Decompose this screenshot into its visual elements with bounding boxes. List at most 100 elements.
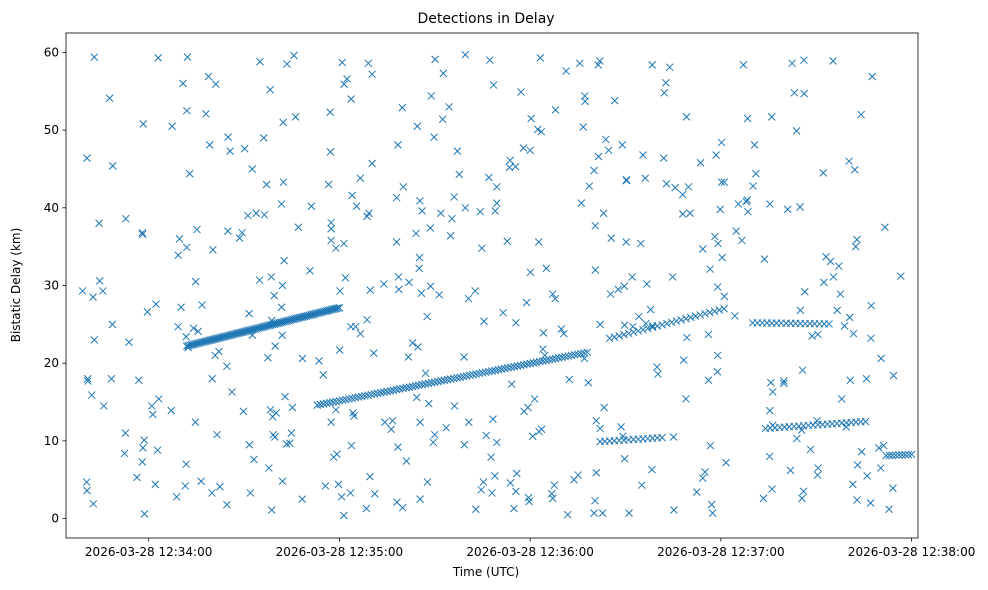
noise-point	[797, 426, 806, 434]
noise-point	[267, 506, 276, 514]
noise-point	[167, 406, 176, 415]
track-2-point	[488, 367, 496, 375]
track-2-point	[319, 400, 328, 408]
noise-point	[648, 465, 656, 474]
noise-point	[138, 458, 147, 466]
track-2-point	[539, 357, 547, 365]
noise-point	[739, 61, 748, 69]
track-2-point	[367, 390, 376, 399]
track-1-point	[279, 317, 288, 326]
noise-point	[622, 176, 631, 185]
track-2-point	[370, 390, 379, 398]
noise-point	[492, 182, 501, 191]
noise-point	[471, 287, 480, 295]
noise-point	[834, 262, 843, 270]
noise-point	[394, 285, 403, 294]
noise-point	[635, 312, 643, 321]
track-2-point	[564, 352, 573, 360]
noise-point	[346, 489, 355, 497]
noise-point	[368, 159, 377, 168]
noise-point	[298, 354, 307, 363]
track-2-point	[360, 391, 369, 400]
noise-point	[752, 169, 760, 178]
track-2-point	[322, 399, 331, 408]
track-2-point	[376, 388, 385, 397]
noise-point	[779, 379, 788, 388]
track-2-point	[504, 364, 512, 372]
track-1-point	[330, 305, 339, 313]
noise-point	[363, 315, 371, 324]
noise-point	[340, 511, 348, 520]
noise-point	[796, 306, 805, 315]
noise-point	[287, 429, 296, 437]
track-2-point	[526, 359, 535, 368]
noise-point	[460, 440, 469, 449]
noise-point	[369, 349, 378, 357]
noise-point	[526, 146, 535, 155]
noise-point	[108, 320, 117, 329]
track-2-point	[494, 365, 503, 374]
track-2-point	[481, 368, 490, 377]
noise-point	[622, 238, 631, 246]
track-3-point	[610, 333, 619, 341]
x-tick-label: 2026-03-28 12:34:00	[85, 545, 212, 559]
noise-point	[366, 472, 374, 481]
noise-point	[669, 433, 678, 441]
y-tick-label: 0	[51, 512, 59, 526]
noise-point	[272, 409, 280, 417]
noise-point	[591, 266, 600, 274]
noise-point	[793, 434, 801, 443]
track-1-point	[256, 323, 264, 332]
noise-point	[800, 287, 809, 296]
track-4-point	[825, 320, 833, 328]
noise-point	[713, 367, 722, 376]
noise-point	[181, 482, 190, 490]
track-1-point	[284, 316, 293, 325]
noise-point	[768, 485, 776, 493]
track-1-point	[310, 310, 318, 318]
track-2-point	[583, 348, 592, 357]
noise-point	[139, 444, 147, 452]
track-1-point	[318, 308, 326, 316]
noise-point	[267, 273, 276, 281]
noise-point	[836, 290, 845, 298]
noise-point	[857, 110, 865, 119]
y-axis: 0 10 20 30 40 50 60	[44, 45, 66, 526]
noise-point	[542, 264, 551, 273]
noise-point	[279, 118, 287, 127]
noise-point	[845, 157, 853, 166]
noise-point	[814, 330, 822, 339]
track-2-point	[465, 371, 474, 380]
noise-point	[708, 509, 717, 517]
noise-point	[540, 351, 549, 360]
noise-point	[362, 504, 371, 513]
noise-point	[291, 113, 300, 121]
noise-point	[191, 277, 200, 286]
noise-point	[653, 363, 661, 371]
noise-point	[436, 209, 445, 218]
track-2-point	[348, 394, 356, 403]
noise-point	[590, 166, 598, 175]
noise-point	[340, 239, 348, 248]
noise-point	[799, 487, 808, 496]
noise-point	[105, 94, 114, 103]
noise-point	[246, 489, 255, 497]
noise-point	[315, 357, 323, 365]
noise-point	[442, 423, 451, 432]
noise-point	[499, 308, 507, 317]
x-tick-label: 2026-03-28 12:36:00	[466, 545, 593, 559]
noise-point	[99, 287, 107, 295]
noise-point	[402, 457, 411, 465]
noise-point	[399, 182, 408, 191]
track-2-point	[443, 375, 452, 384]
noise-point	[863, 471, 871, 480]
track-2-point	[475, 369, 484, 378]
track-2-point	[510, 362, 519, 371]
track-2-point	[430, 378, 439, 387]
track-2-point	[386, 386, 395, 395]
noise-point	[857, 447, 866, 456]
track-2-point	[332, 397, 341, 406]
noise-point	[120, 449, 129, 458]
track-2-point	[491, 366, 500, 375]
noise-point	[720, 178, 729, 187]
